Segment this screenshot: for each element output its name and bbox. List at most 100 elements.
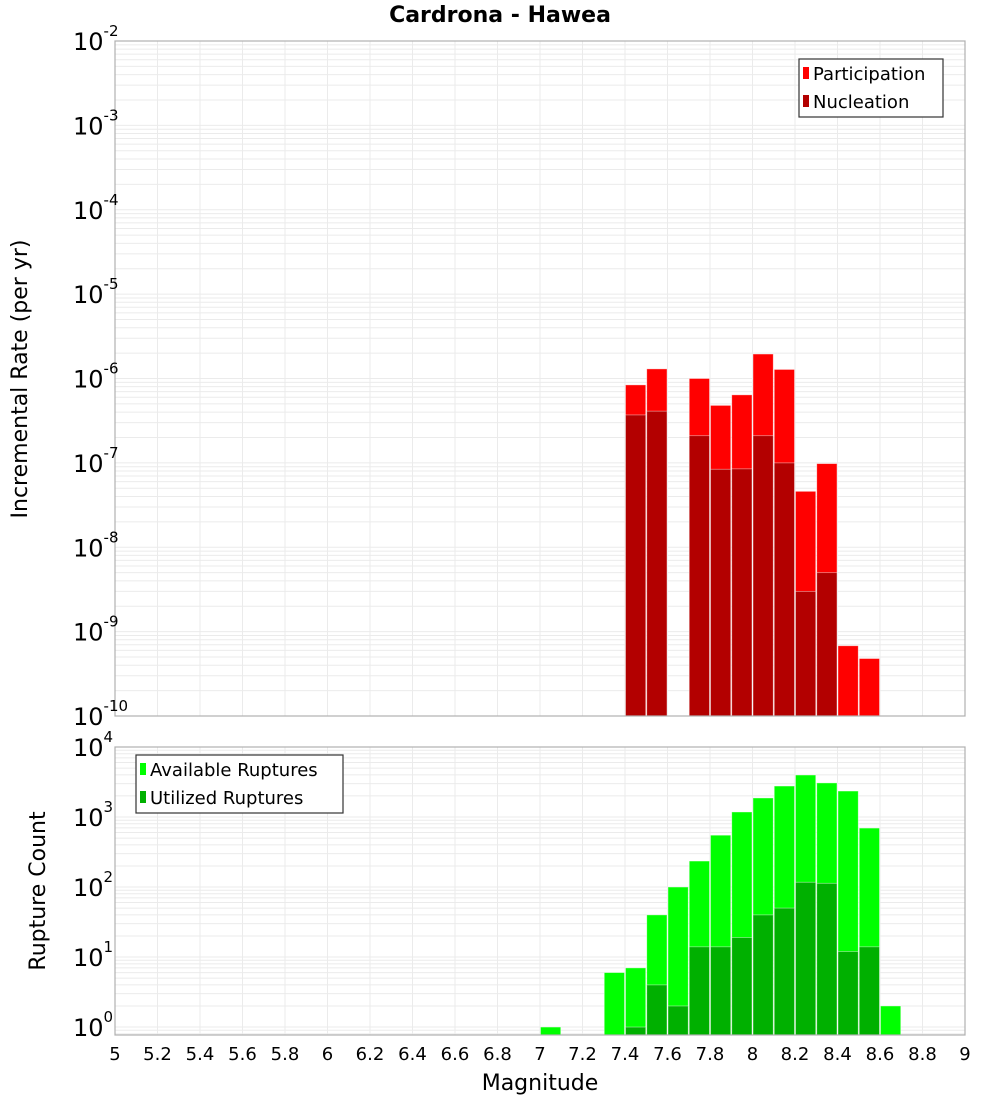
y-tick-base: 10 [73, 28, 104, 56]
bottom-y-tick-label: 102 [73, 868, 113, 902]
x-tick-label: 5.8 [271, 1044, 300, 1065]
bottom-bar-utilized-ruptures [858, 946, 880, 1036]
top-bar-nucleation [773, 462, 795, 717]
x-tick-label: 7.6 [653, 1044, 682, 1065]
x-tick-label: 7.4 [611, 1044, 640, 1065]
bottom-bar-utilized-ruptures [646, 984, 668, 1036]
x-tick-label: 8 [747, 1044, 758, 1065]
legend-box [798, 58, 944, 118]
bottom-bar-utilized-ruptures [667, 1005, 689, 1036]
top-y-tick-label: 10-8 [73, 528, 119, 562]
top-y-axis-label: Incremental Rate (per yr) [8, 240, 33, 519]
y-tick-base: 10 [73, 281, 104, 309]
x-tick-label: 6.4 [398, 1044, 427, 1065]
top-bar-nucleation [752, 435, 774, 717]
y-tick-base: 10 [73, 366, 104, 394]
legend-label: Available Ruptures [150, 760, 318, 781]
x-tick-label: 6.8 [483, 1044, 512, 1065]
legend-label: Nucleation [813, 92, 909, 113]
x-tick-label: 6.6 [441, 1044, 470, 1065]
bottom-bar-available-ruptures [880, 1005, 902, 1036]
legend-box [135, 754, 344, 814]
y-tick-base: 10 [73, 944, 104, 972]
x-tick-label: 7.8 [696, 1044, 725, 1065]
x-tick-label: 5.2 [143, 1044, 172, 1065]
y-tick-base: 10 [73, 112, 104, 140]
y-tick-base: 10 [73, 534, 104, 562]
y-tick-exponent: -3 [104, 106, 119, 124]
y-tick-exponent: -4 [104, 191, 119, 209]
legend-swatch [803, 67, 809, 79]
y-tick-base: 10 [73, 703, 104, 731]
y-tick-base: 10 [73, 197, 104, 225]
bottom-y-tick-label: 103 [73, 798, 113, 832]
x-tick-label: 5.6 [228, 1044, 257, 1065]
top-bar-nucleation [816, 572, 838, 717]
top-y-tick-label: 10-9 [73, 613, 119, 647]
top-bar-nucleation [795, 590, 817, 717]
y-tick-base: 10 [73, 804, 104, 832]
legend-swatch [140, 763, 146, 775]
y-tick-exponent: 0 [104, 1008, 114, 1026]
bottom-bar-utilized-ruptures [837, 951, 859, 1036]
bottom-y-axis-label: Rupture Count [26, 811, 51, 971]
bottom-legend: Available Ruptures Utilized Ruptures [135, 754, 344, 814]
y-tick-exponent: -8 [104, 528, 119, 546]
x-tick-label: 6.2 [356, 1044, 385, 1065]
top-bar-nucleation [646, 410, 668, 717]
y-tick-exponent: -5 [104, 275, 119, 293]
top-y-tick-label: 10-4 [73, 191, 119, 225]
chart-title: Cardrona - Hawea [389, 3, 611, 28]
y-tick-base: 10 [73, 450, 104, 478]
y-tick-exponent: -10 [104, 697, 129, 715]
bottom-plot-border [114, 746, 966, 1036]
bottom-bar-utilized-ruptures [710, 946, 732, 1036]
x-tick-label: 5 [109, 1044, 120, 1065]
y-tick-base: 10 [73, 619, 104, 647]
y-tick-exponent: 4 [104, 728, 114, 746]
bottom-bar-utilized-ruptures [625, 1026, 647, 1036]
top-plot-border [114, 40, 966, 717]
y-tick-exponent: 1 [104, 938, 114, 956]
bottom-bar-available-ruptures [625, 967, 647, 1036]
top-y-tick-label: 10-6 [73, 360, 119, 394]
bottom-bar-utilized-ruptures [816, 882, 838, 1036]
top-y-tick-label: 10-3 [73, 106, 119, 140]
x-tick-label: 5.4 [186, 1044, 215, 1065]
x-tick-label: 8.2 [781, 1044, 810, 1065]
top-bar-nucleation [731, 468, 753, 717]
y-tick-exponent: 3 [104, 798, 114, 816]
bottom-bar-available-ruptures [540, 1026, 562, 1036]
bottom-bar-available-ruptures [603, 972, 625, 1036]
y-tick-base: 10 [73, 1014, 104, 1042]
top-y-tick-label: 10-5 [73, 275, 119, 309]
top-bar-nucleation [625, 414, 647, 717]
x-tick-label: 7 [534, 1044, 545, 1065]
x-tick-label: 6 [322, 1044, 333, 1065]
top-bar-nucleation [688, 435, 710, 717]
y-tick-base: 10 [73, 874, 104, 902]
top-bar-participation [837, 645, 859, 717]
top-legend: Participation Nucleation [798, 58, 944, 118]
top-bar-nucleation [710, 468, 732, 717]
top-bar-participation [858, 658, 880, 717]
bottom-bar-utilized-ruptures [752, 914, 774, 1036]
x-tick-label: 8.4 [823, 1044, 852, 1065]
y-tick-exponent: -2 [104, 22, 119, 40]
top-y-tick-label: 10-2 [73, 22, 119, 56]
legend-label: Utilized Ruptures [150, 788, 303, 809]
x-tick-label: 9 [959, 1044, 970, 1065]
top-plot-area: 10-210-310-410-510-610-710-810-910-10Par… [73, 22, 966, 731]
x-tick-label: 8.8 [908, 1044, 937, 1065]
legend-swatch [803, 95, 809, 107]
top-y-tick-label: 10-10 [73, 697, 128, 731]
y-tick-exponent: 2 [104, 868, 114, 886]
bottom-bar-utilized-ruptures [795, 881, 817, 1036]
bottom-bar-utilized-ruptures [688, 946, 710, 1036]
bottom-y-tick-label: 101 [73, 938, 113, 972]
bottom-y-tick-label: 100 [73, 1008, 113, 1042]
legend-swatch [140, 791, 146, 803]
